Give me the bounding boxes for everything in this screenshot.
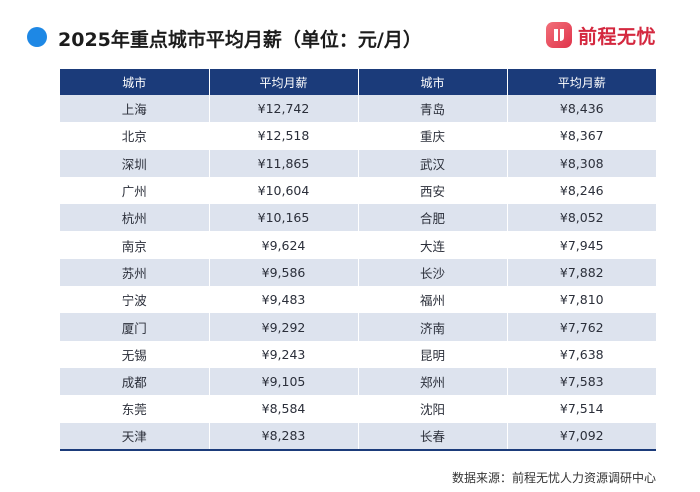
page-title: 2025年重点城市平均月薪（单位：元/月） <box>58 29 422 51</box>
city-cell: 广州 <box>60 176 209 205</box>
table-row: 天津 ¥8,283 长春 ¥7,092 <box>60 422 656 451</box>
salary-cell: ¥7,810 <box>506 286 656 314</box>
table-row: 厦门 ¥9,292 济南 ¥7,762 <box>60 313 656 341</box>
salary-cell: ¥10,604 <box>208 176 358 205</box>
column-header-salary-right: 平均月薪 <box>506 69 656 95</box>
city-cell: 南京 <box>60 231 209 259</box>
salary-cell: ¥8,436 <box>506 95 656 123</box>
salary-cell: ¥9,586 <box>208 258 358 287</box>
city-cell: 青岛 <box>357 95 507 123</box>
city-cell: 郑州 <box>357 367 507 396</box>
city-cell: 杭州 <box>60 204 209 232</box>
city-cell: 上海 <box>60 95 209 123</box>
city-cell: 北京 <box>60 122 209 150</box>
table-row: 上海 ¥12,742 青岛 ¥8,436 <box>60 95 656 123</box>
salary-cell: ¥9,292 <box>208 313 358 341</box>
city-cell: 福州 <box>357 286 507 314</box>
logo-mark-icon <box>546 22 572 48</box>
logo-text: 前程无忧 <box>578 25 657 48</box>
title-bullet-icon <box>27 27 47 47</box>
salary-cell: ¥8,283 <box>208 422 358 451</box>
column-header-city-right: 城市 <box>357 69 507 95</box>
table-row: 宁波 ¥9,483 福州 ¥7,810 <box>60 286 656 314</box>
salary-cell: ¥11,865 <box>208 149 358 177</box>
column-header-salary-left: 平均月薪 <box>208 69 358 95</box>
city-cell: 东莞 <box>60 395 209 423</box>
city-cell: 宁波 <box>60 286 209 314</box>
header: 2025年重点城市平均月薪（单位：元/月） 前程无忧 <box>0 0 700 68</box>
table-row: 北京 ¥12,518 重庆 ¥8,367 <box>60 122 656 150</box>
salary-cell: ¥7,762 <box>506 313 656 341</box>
table-row: 南京 ¥9,624 大连 ¥7,945 <box>60 231 656 259</box>
table-row: 无锡 ¥9,243 昆明 ¥7,638 <box>60 340 656 368</box>
salary-cell: ¥7,092 <box>506 422 656 451</box>
salary-cell: ¥8,246 <box>506 176 656 205</box>
salary-cell: ¥12,518 <box>208 122 358 150</box>
column-header-city-left: 城市 <box>60 69 209 95</box>
city-cell: 苏州 <box>60 258 209 287</box>
city-cell: 西安 <box>357 176 507 205</box>
city-cell: 厦门 <box>60 313 209 341</box>
salary-cell: ¥7,638 <box>506 340 656 368</box>
city-cell: 长沙 <box>357 258 507 287</box>
city-cell: 沈阳 <box>357 395 507 423</box>
brand-logo: 前程无忧 <box>546 20 656 50</box>
salary-cell: ¥8,584 <box>208 395 358 423</box>
table-row: 成都 ¥9,105 郑州 ¥7,583 <box>60 367 656 396</box>
salary-cell: ¥10,165 <box>208 204 358 232</box>
table-header-row: 城市 平均月薪 城市 平均月薪 <box>60 69 656 95</box>
city-cell: 深圳 <box>60 149 209 177</box>
salary-cell: ¥9,483 <box>208 286 358 314</box>
salary-cell: ¥9,243 <box>208 340 358 368</box>
salary-cell: ¥8,052 <box>506 204 656 232</box>
city-cell: 无锡 <box>60 340 209 368</box>
salary-cell: ¥7,514 <box>506 395 656 423</box>
city-cell: 昆明 <box>357 340 507 368</box>
city-cell: 重庆 <box>357 122 507 150</box>
salary-cell: ¥7,583 <box>506 367 656 396</box>
salary-cell: ¥9,624 <box>208 231 358 259</box>
salary-cell: ¥12,742 <box>208 95 358 123</box>
city-cell: 济南 <box>357 313 507 341</box>
salary-table: 城市 平均月薪 城市 平均月薪 上海 ¥12,742 青岛 ¥8,436 北京 … <box>60 69 656 451</box>
city-cell: 成都 <box>60 367 209 396</box>
table-row: 杭州 ¥10,165 合肥 ¥8,052 <box>60 204 656 232</box>
city-cell: 合肥 <box>357 204 507 232</box>
data-source-note: 数据来源：前程无忧人力资源调研中心 <box>451 471 656 485</box>
city-cell: 武汉 <box>357 149 507 177</box>
salary-cell: ¥7,945 <box>506 231 656 259</box>
table-row: 深圳 ¥11,865 武汉 ¥8,308 <box>60 149 656 177</box>
city-cell: 天津 <box>60 422 209 451</box>
salary-cell: ¥8,367 <box>506 122 656 150</box>
city-cell: 大连 <box>357 231 507 259</box>
city-cell: 长春 <box>357 422 507 451</box>
salary-cell: ¥9,105 <box>208 367 358 396</box>
table-row: 广州 ¥10,604 西安 ¥8,246 <box>60 176 656 205</box>
salary-cell: ¥7,882 <box>506 258 656 287</box>
table-row: 东莞 ¥8,584 沈阳 ¥7,514 <box>60 395 656 423</box>
salary-cell: ¥8,308 <box>506 149 656 177</box>
table-row: 苏州 ¥9,586 长沙 ¥7,882 <box>60 258 656 287</box>
